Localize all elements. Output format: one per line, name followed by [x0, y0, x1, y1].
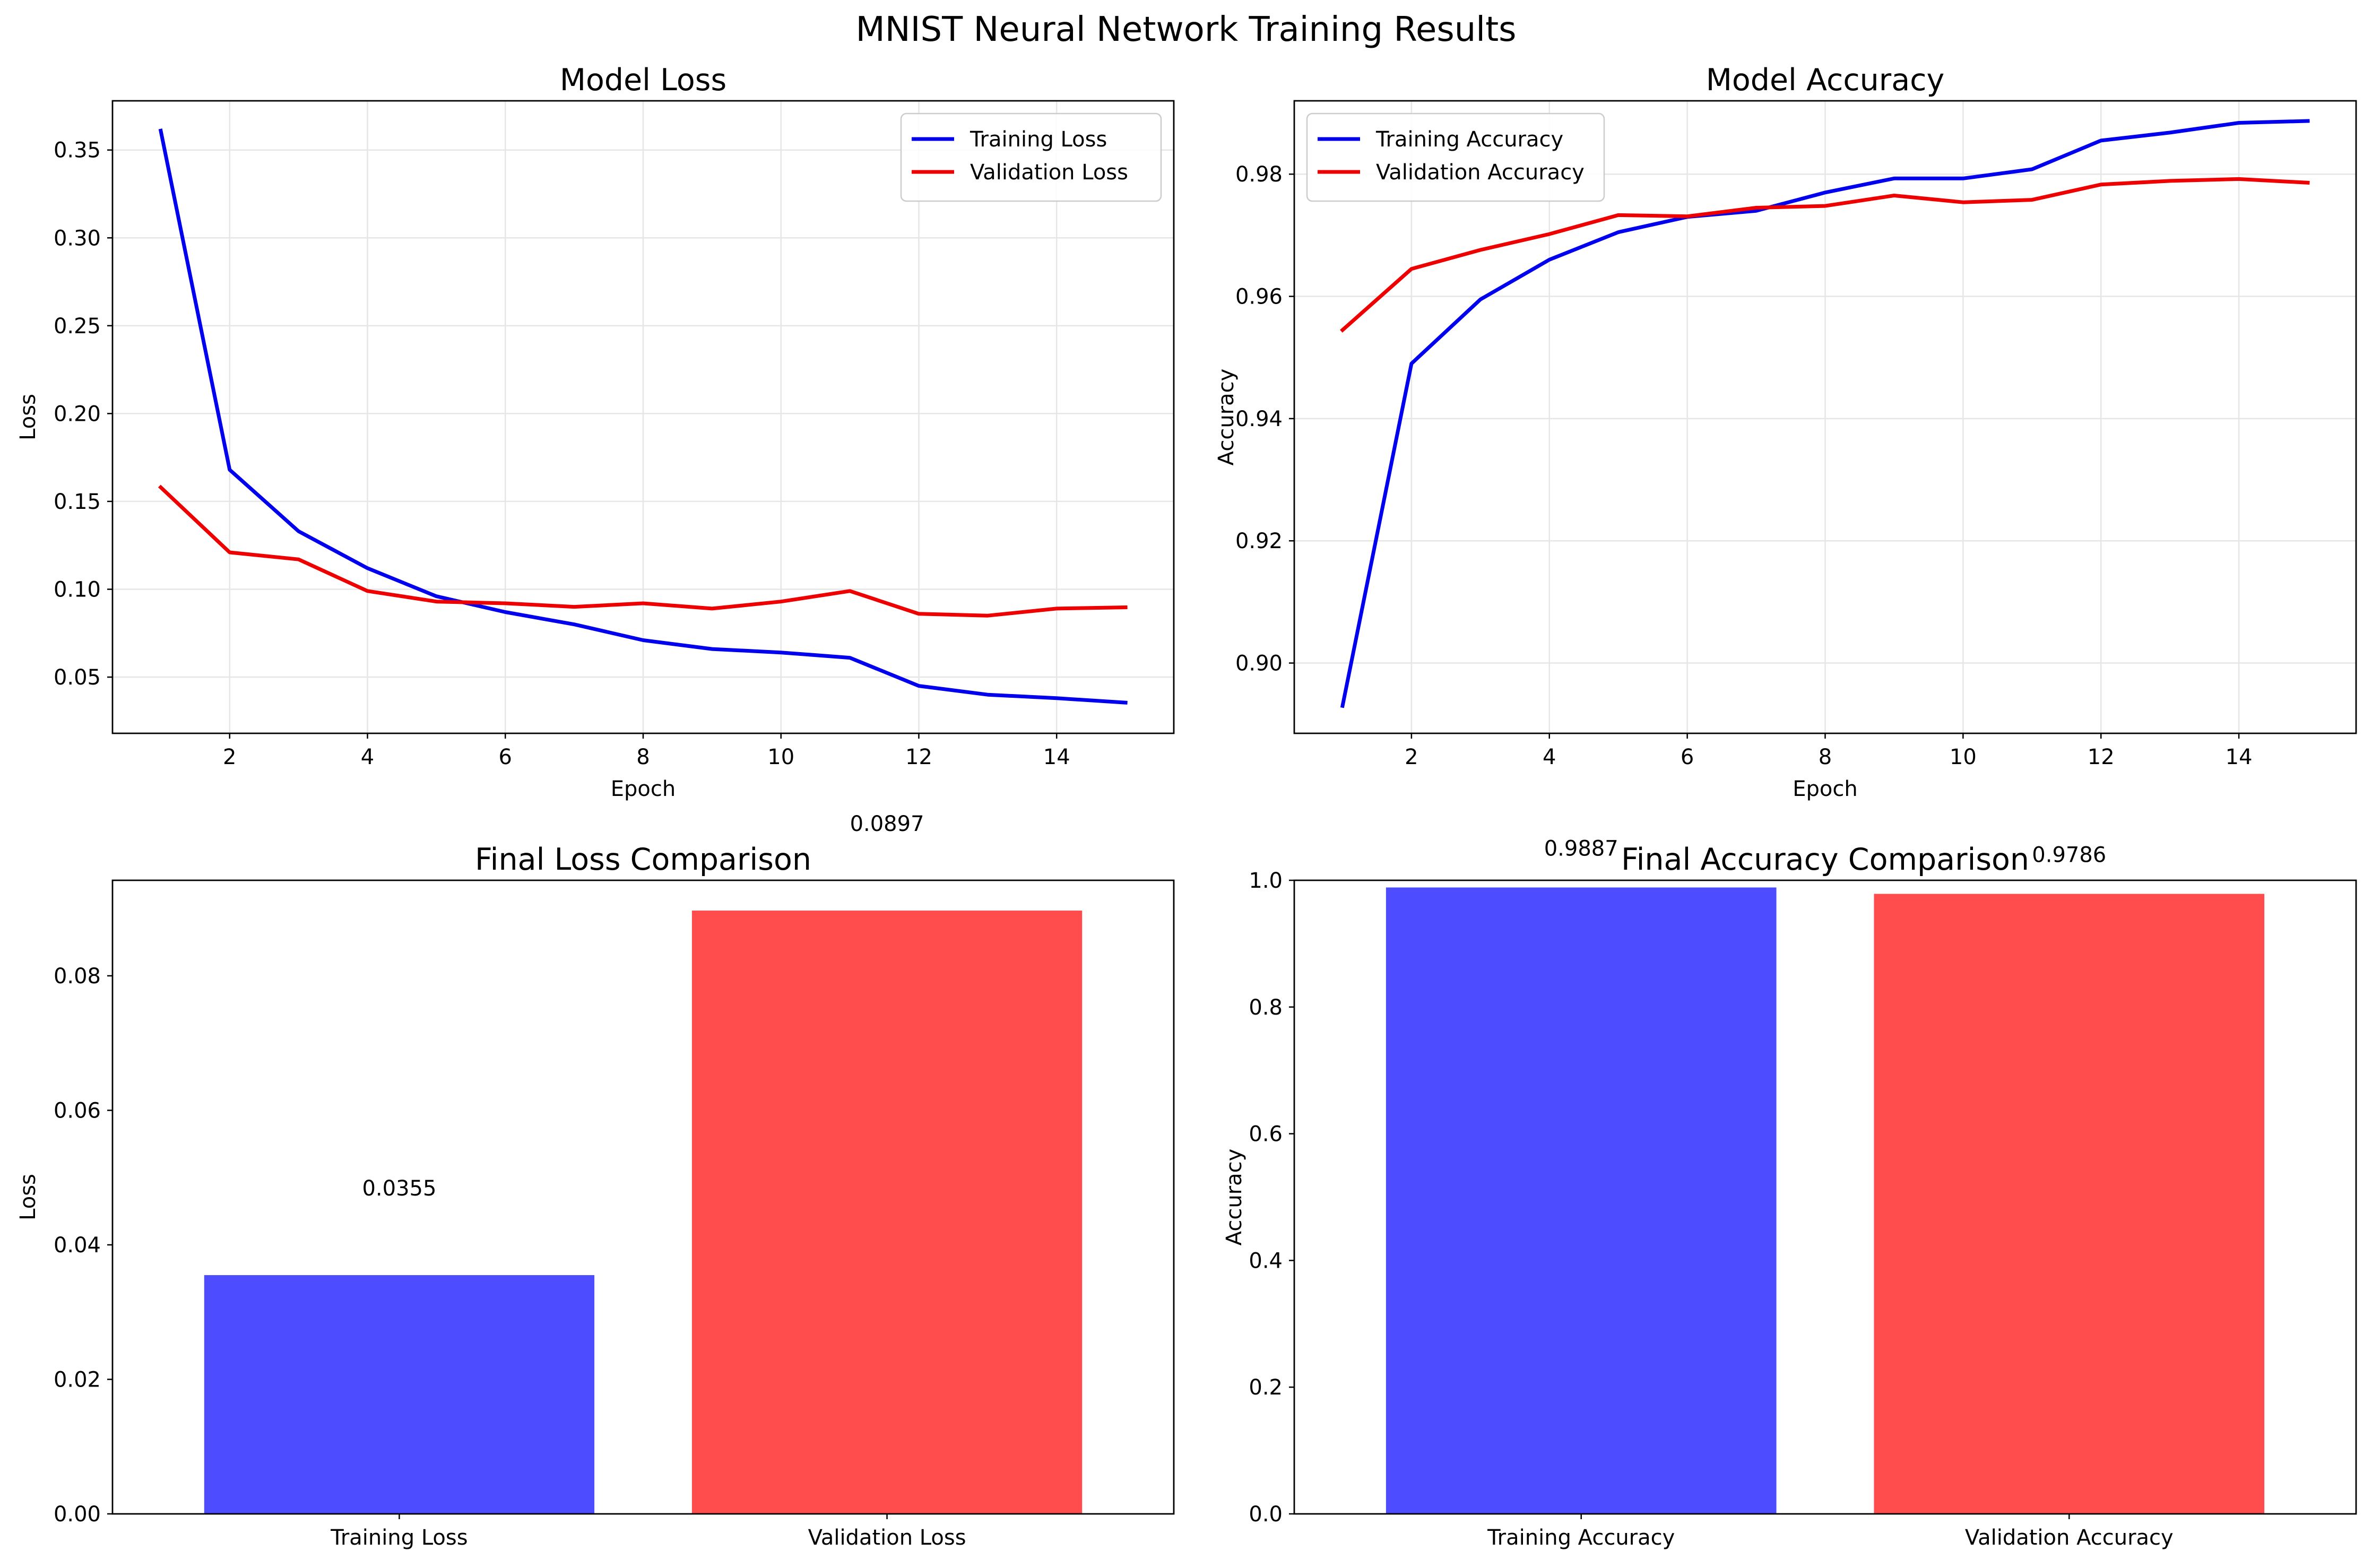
- y-tick-label: 0.8: [1249, 995, 1283, 1020]
- x-tick-label: 4: [1543, 745, 1556, 769]
- y-tick-label: 0.05: [54, 665, 101, 690]
- x-tick-label: 6: [499, 745, 512, 769]
- x-tick-label: 10: [767, 745, 794, 769]
- x-axis-label: Epoch: [1793, 777, 1857, 801]
- y-tick-label: 0.90: [1235, 652, 1283, 676]
- y-tick-label: 0.06: [54, 1098, 101, 1123]
- validation-bar: [691, 911, 1083, 1514]
- x-tick-label: 12: [2088, 745, 2115, 769]
- y-tick-label: 0.08: [54, 964, 101, 989]
- y-tick-label: 0.02: [54, 1367, 101, 1392]
- training-bar: [204, 1275, 595, 1514]
- chart-title: Model Accuracy: [1706, 63, 1945, 98]
- x-tick-label: 14: [2226, 745, 2253, 769]
- plot-frame: [1293, 879, 2357, 1515]
- training-bar: [1386, 887, 1777, 1514]
- chart-title: Final Loss Comparison: [475, 842, 811, 877]
- y-tick-label: 0.15: [54, 490, 101, 514]
- x-tick-label: 2: [223, 745, 236, 769]
- y-axis-label: Loss: [16, 1174, 40, 1220]
- y-tick-label: 0.96: [1235, 285, 1283, 309]
- chart-panels: Model Loss 2 4 6 8 10 12 14 0.05 0.10 0.15 0.20 0.25…: [16, 63, 2357, 1550]
- final-loss-bar-chart: Final Loss Comparison 0.0355 Training Loss…: [16, 812, 1175, 1550]
- y-tick-label: 1.0: [1249, 869, 1283, 893]
- chart-title: Final Accuracy Comparison: [1621, 842, 2029, 877]
- validation-bar: [1874, 894, 2265, 1514]
- figure-title: MNIST Neural Network Training Results: [855, 10, 1516, 49]
- accuracy-line-chart: Model Accuracy 2 4 6 8 10 12 14 0.90 0.92 0.94 0.96…: [1214, 63, 2357, 801]
- y-tick-label: 0.92: [1235, 529, 1283, 553]
- y-axis-label: Accuracy: [1214, 369, 1239, 466]
- y-tick-label: 0.00: [54, 1502, 101, 1527]
- plot-frame: [1293, 100, 2357, 734]
- x-tick-label: Validation Loss: [808, 1526, 966, 1550]
- legend-box: [900, 112, 1162, 202]
- loss-line-chart: Model Loss 2 4 6 8 10 12 14 0.05 0.10 0.15 0.20 0.25…: [16, 63, 1175, 801]
- x-tick-label: 2: [1405, 745, 1418, 769]
- y-tick-label: 0.98: [1235, 162, 1283, 187]
- bar-value-label: 0.9887: [1544, 836, 1618, 861]
- x-tick-label: 14: [1043, 745, 1070, 769]
- x-tick-label: 12: [905, 745, 932, 769]
- legend-box: [1306, 112, 1605, 202]
- x-tick-label: 8: [636, 745, 650, 769]
- x-axis-label: Epoch: [611, 777, 676, 801]
- x-tick-label: 4: [361, 745, 374, 769]
- legend: Training Loss Validation Loss: [900, 112, 1162, 202]
- x-tick-label: Training Accuracy: [1487, 1526, 1675, 1550]
- y-tick-label: 0.6: [1249, 1122, 1283, 1147]
- y-tick-label: 0.2: [1249, 1375, 1283, 1400]
- y-tick-label: 0.30: [54, 226, 101, 250]
- bar-value-label: 0.9786: [2032, 843, 2106, 868]
- y-tick-label: 0.4: [1249, 1249, 1283, 1273]
- y-tick-label: 0.94: [1235, 407, 1283, 431]
- y-tick-label: 0.25: [54, 314, 101, 339]
- y-tick-label: 0.20: [54, 402, 101, 426]
- legend-label-training: Training Loss: [969, 127, 1107, 152]
- chart-title: Model Loss: [560, 63, 726, 98]
- x-tick-label: 10: [1950, 745, 1977, 769]
- y-tick-label: 0.35: [54, 138, 101, 163]
- bar-value-label: 0.0897: [850, 812, 924, 836]
- legend-label-validation: Validation Loss: [970, 160, 1128, 185]
- x-tick-label: Training Loss: [330, 1526, 468, 1550]
- y-axis-label: Loss: [16, 394, 40, 440]
- legend: Training Accuracy Validation Accuracy: [1306, 112, 1605, 202]
- plot-frame: [111, 100, 1175, 734]
- y-tick-label: 0.10: [54, 577, 101, 602]
- y-tick-label: 0.0: [1249, 1502, 1283, 1527]
- x-tick-label: 8: [1819, 745, 1832, 769]
- y-axis-label: Accuracy: [1222, 1149, 1246, 1246]
- y-tick-label: 0.04: [54, 1233, 101, 1258]
- bar-value-label: 0.0355: [362, 1176, 436, 1201]
- x-tick-label: Validation Accuracy: [1965, 1526, 2174, 1550]
- x-tick-label: 6: [1681, 745, 1694, 769]
- legend-label-training: Training Accuracy: [1375, 127, 1563, 152]
- plot-frame: [111, 879, 1175, 1515]
- legend-label-validation: Validation Accuracy: [1376, 160, 1585, 185]
